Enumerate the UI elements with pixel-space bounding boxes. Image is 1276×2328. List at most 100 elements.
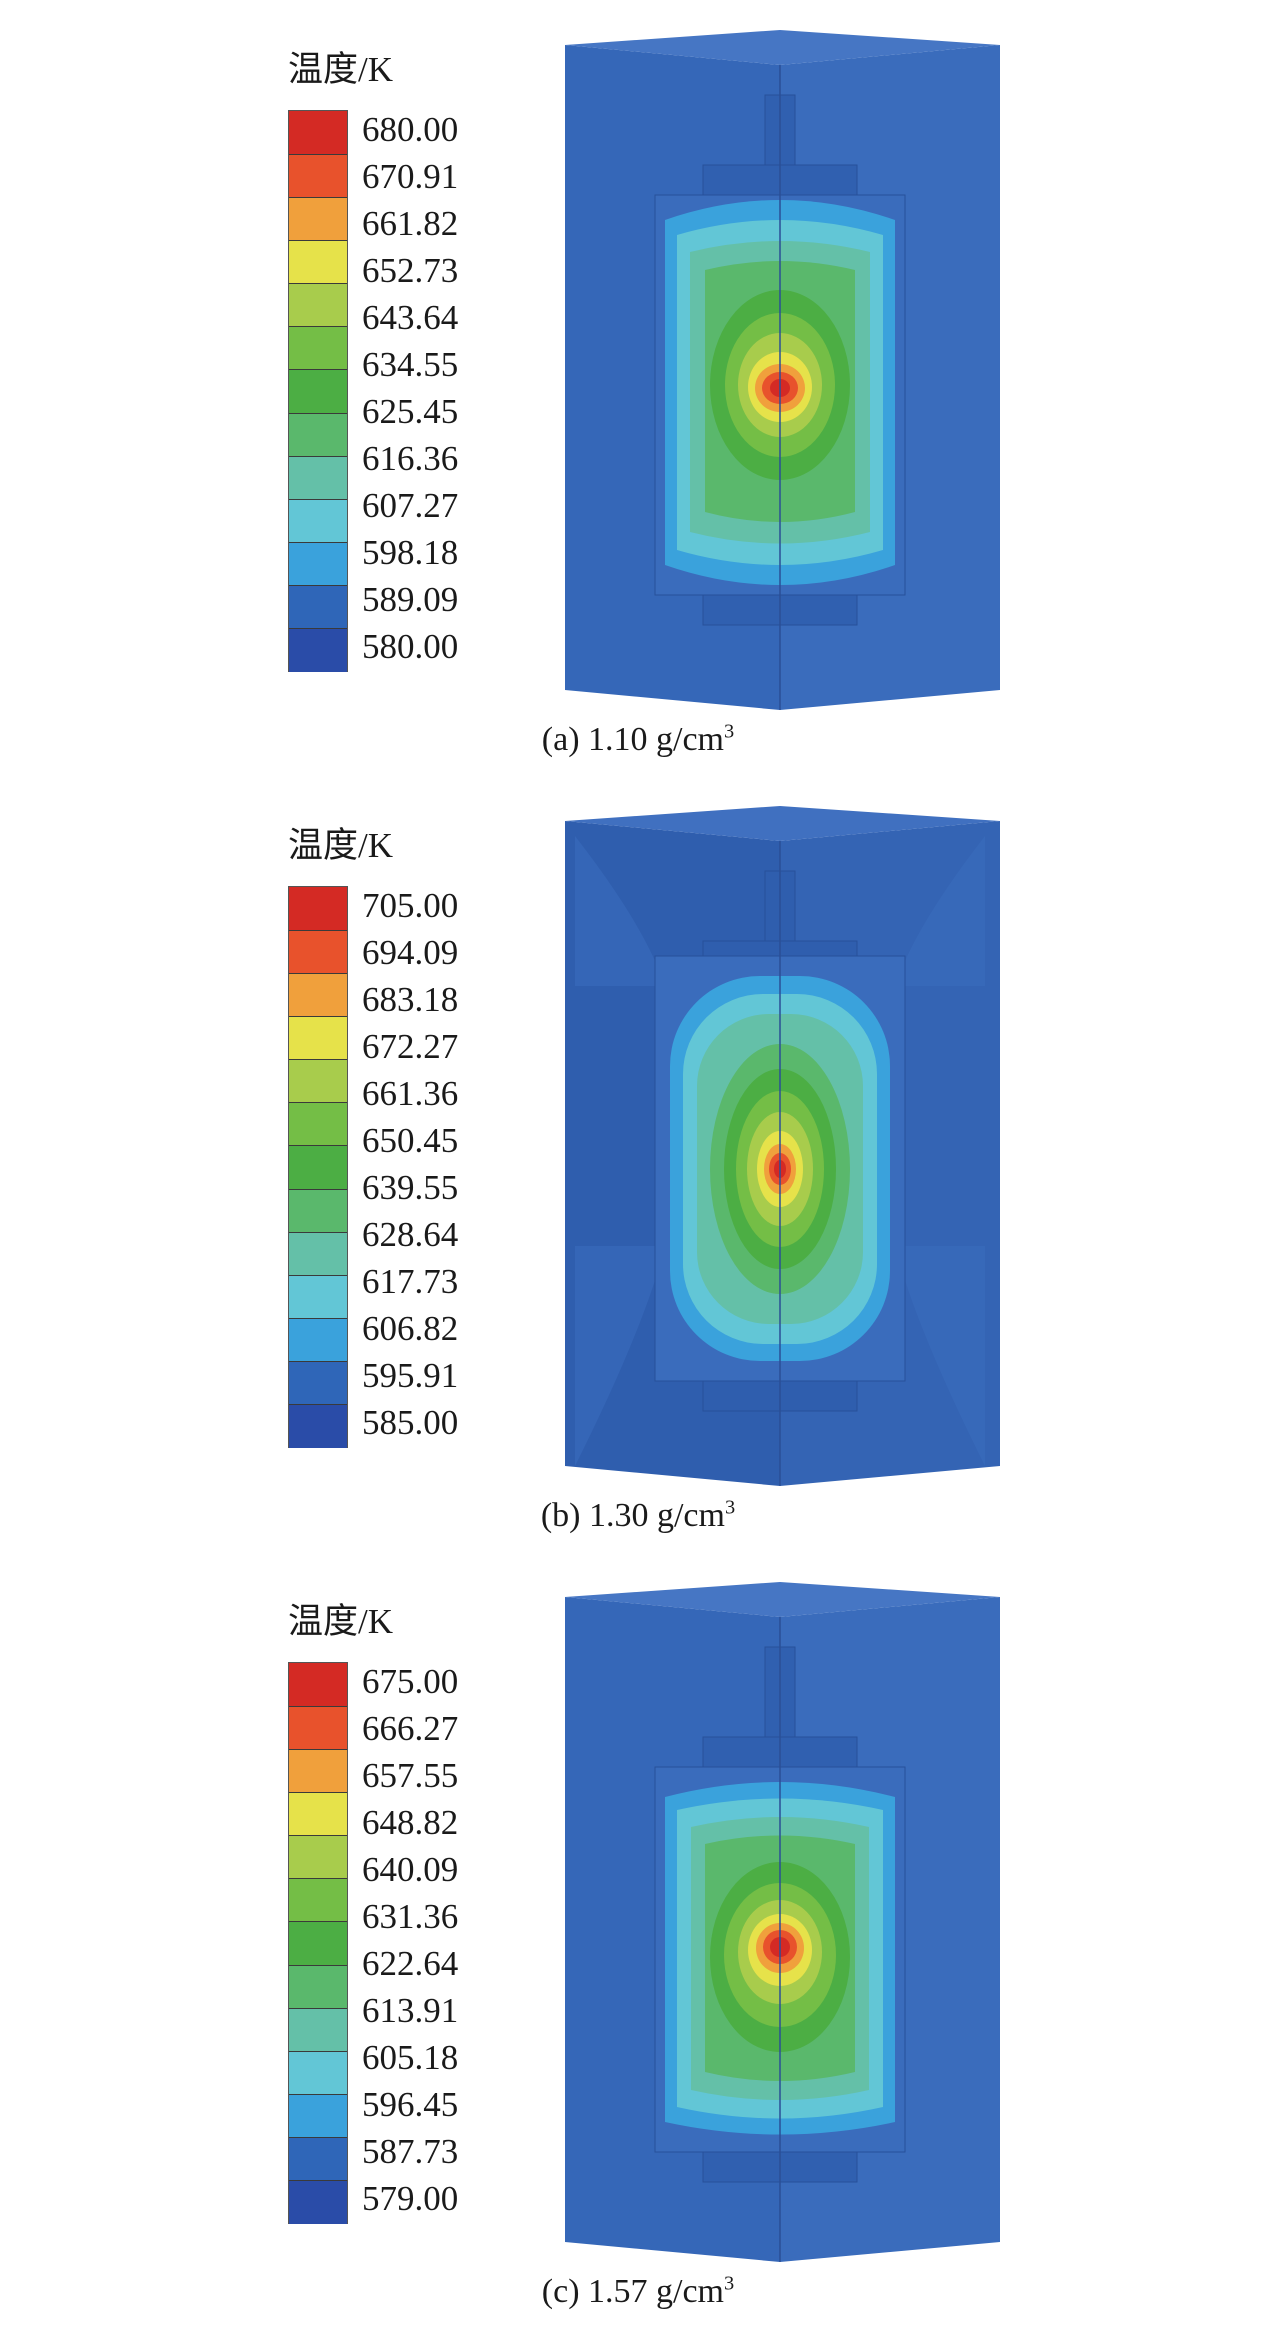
caption-text: (b) 1.30 g/cm xyxy=(540,1497,725,1534)
color-scale-band xyxy=(289,1792,347,1837)
legend-value: 640.09 xyxy=(362,1850,459,1889)
panel-a: 温度/K 680.00 670.91 661.82 652.73 643.64 … xyxy=(0,0,1276,776)
color-scale-band xyxy=(289,973,347,1018)
legend-title: 温度/K xyxy=(288,1602,394,1641)
color-scale-tick xyxy=(289,2093,347,2095)
legend-value: 639.55 xyxy=(362,1168,459,1207)
color-scale-band xyxy=(289,197,347,242)
color-scale-tick xyxy=(289,541,347,543)
color-scale-tick xyxy=(289,283,347,285)
color-scale-band xyxy=(289,111,347,156)
color-scale-band xyxy=(289,154,347,199)
legend-value: 607.27 xyxy=(362,486,459,525)
color-scale-band xyxy=(289,455,347,500)
panel-b: 温度/K 705.00 694.09 683.18 672.27 661.36 … xyxy=(0,776,1276,1552)
color-scale-tick xyxy=(289,498,347,500)
legend-value: 661.82 xyxy=(362,204,459,243)
legend-value: 631.36 xyxy=(362,1897,459,1936)
color-scale-band xyxy=(289,584,347,630)
legend-value: 628.64 xyxy=(362,1215,459,1254)
caption-superscript: 3 xyxy=(724,2272,735,2295)
legend-value: 694.09 xyxy=(362,933,459,972)
color-scale-tick xyxy=(289,455,347,457)
legend-value: 606.82 xyxy=(362,1309,459,1348)
color-scale-tick xyxy=(289,2050,347,2052)
legend-value: 648.82 xyxy=(362,1803,459,1842)
legend-value: 585.00 xyxy=(362,1403,459,1442)
legend-value: 580.00 xyxy=(362,627,459,666)
color-scale-tick xyxy=(289,1188,347,1190)
legend-value: 650.45 xyxy=(362,1121,459,1160)
color-scale-tick xyxy=(289,1835,347,1837)
color-scale-tick xyxy=(289,1878,347,1880)
color-scale-band xyxy=(289,498,347,543)
legend-value: 652.73 xyxy=(362,251,459,290)
color-scale-tick xyxy=(289,584,347,586)
color-scale-band xyxy=(289,1016,347,1061)
legend-value: 643.64 xyxy=(362,298,459,337)
color-scale-tick xyxy=(289,1749,347,1751)
legend-value: 613.91 xyxy=(362,1991,459,2030)
color-scale-tick xyxy=(289,1964,347,1966)
color-scale-tick xyxy=(289,1231,347,1233)
legend-value: 598.18 xyxy=(362,533,459,572)
color-scale-tick xyxy=(289,2136,347,2138)
color-scale-band xyxy=(289,326,347,371)
color-scale-band xyxy=(289,412,347,457)
color-scale-band xyxy=(289,1835,347,1880)
color-scale-band xyxy=(289,1317,347,1362)
legend-value: 661.36 xyxy=(362,1074,459,1113)
color-scale-tick xyxy=(289,197,347,199)
color-scale-tick xyxy=(289,154,347,156)
legend-value: 670.91 xyxy=(362,157,459,196)
color-scale-bar xyxy=(288,886,348,1449)
caption-superscript: 3 xyxy=(724,1496,736,1519)
color-scale-tick xyxy=(289,1403,347,1405)
legend-value: 595.91 xyxy=(362,1356,459,1395)
color-scale-band xyxy=(289,283,347,328)
color-scale-band xyxy=(289,930,347,975)
legend-value: 625.45 xyxy=(362,392,459,431)
color-scale-bar xyxy=(288,1662,348,2225)
color-scale-bar xyxy=(288,110,348,673)
color-scale-tick xyxy=(289,1792,347,1794)
color-scale-tick xyxy=(289,2007,347,2009)
legend-value: 587.73 xyxy=(362,2132,459,2171)
color-scale-band xyxy=(289,1188,347,1233)
legend-value: 672.27 xyxy=(362,1027,459,1066)
legend-value: 657.55 xyxy=(362,1756,459,1795)
legend-value: 589.09 xyxy=(362,580,459,619)
color-scale-tick xyxy=(289,627,347,629)
temperature-field-a xyxy=(565,30,1000,710)
color-scale-tick xyxy=(289,1059,347,1061)
color-scale-band xyxy=(289,1878,347,1923)
color-scale-band xyxy=(289,1403,347,1449)
caption-c: (c) 1.57 g/cm3 xyxy=(0,2272,1276,2312)
caption-text: (c) 1.57 g/cm xyxy=(541,2273,724,2310)
legend-title: 温度/K xyxy=(288,50,394,89)
color-scale-band xyxy=(289,1749,347,1794)
color-scale-band xyxy=(289,240,347,285)
color-scale-band xyxy=(289,1059,347,1104)
color-scale-band xyxy=(289,2007,347,2052)
color-scale-band xyxy=(289,1706,347,1751)
color-scale-band xyxy=(289,1102,347,1147)
legend-value: 666.27 xyxy=(362,1709,459,1748)
color-scale-band xyxy=(289,2179,347,2225)
color-scale-tick xyxy=(289,1317,347,1319)
legend-value: 634.55 xyxy=(362,345,459,384)
color-scale-tick xyxy=(289,1274,347,1276)
color-scale-tick xyxy=(289,1706,347,1708)
color-scale-tick xyxy=(289,1921,347,1923)
color-scale-tick xyxy=(289,326,347,328)
legend-value: 683.18 xyxy=(362,980,459,1019)
color-scale-band xyxy=(289,1663,347,1708)
color-scale-tick xyxy=(289,1360,347,1362)
color-scale-tick xyxy=(289,1016,347,1018)
color-scale-tick xyxy=(289,240,347,242)
legend-value: 617.73 xyxy=(362,1262,459,1301)
color-scale-band xyxy=(289,2136,347,2182)
color-scale-tick xyxy=(289,1145,347,1147)
color-scale-band xyxy=(289,2093,347,2138)
temperature-field-c xyxy=(565,1582,1000,2262)
